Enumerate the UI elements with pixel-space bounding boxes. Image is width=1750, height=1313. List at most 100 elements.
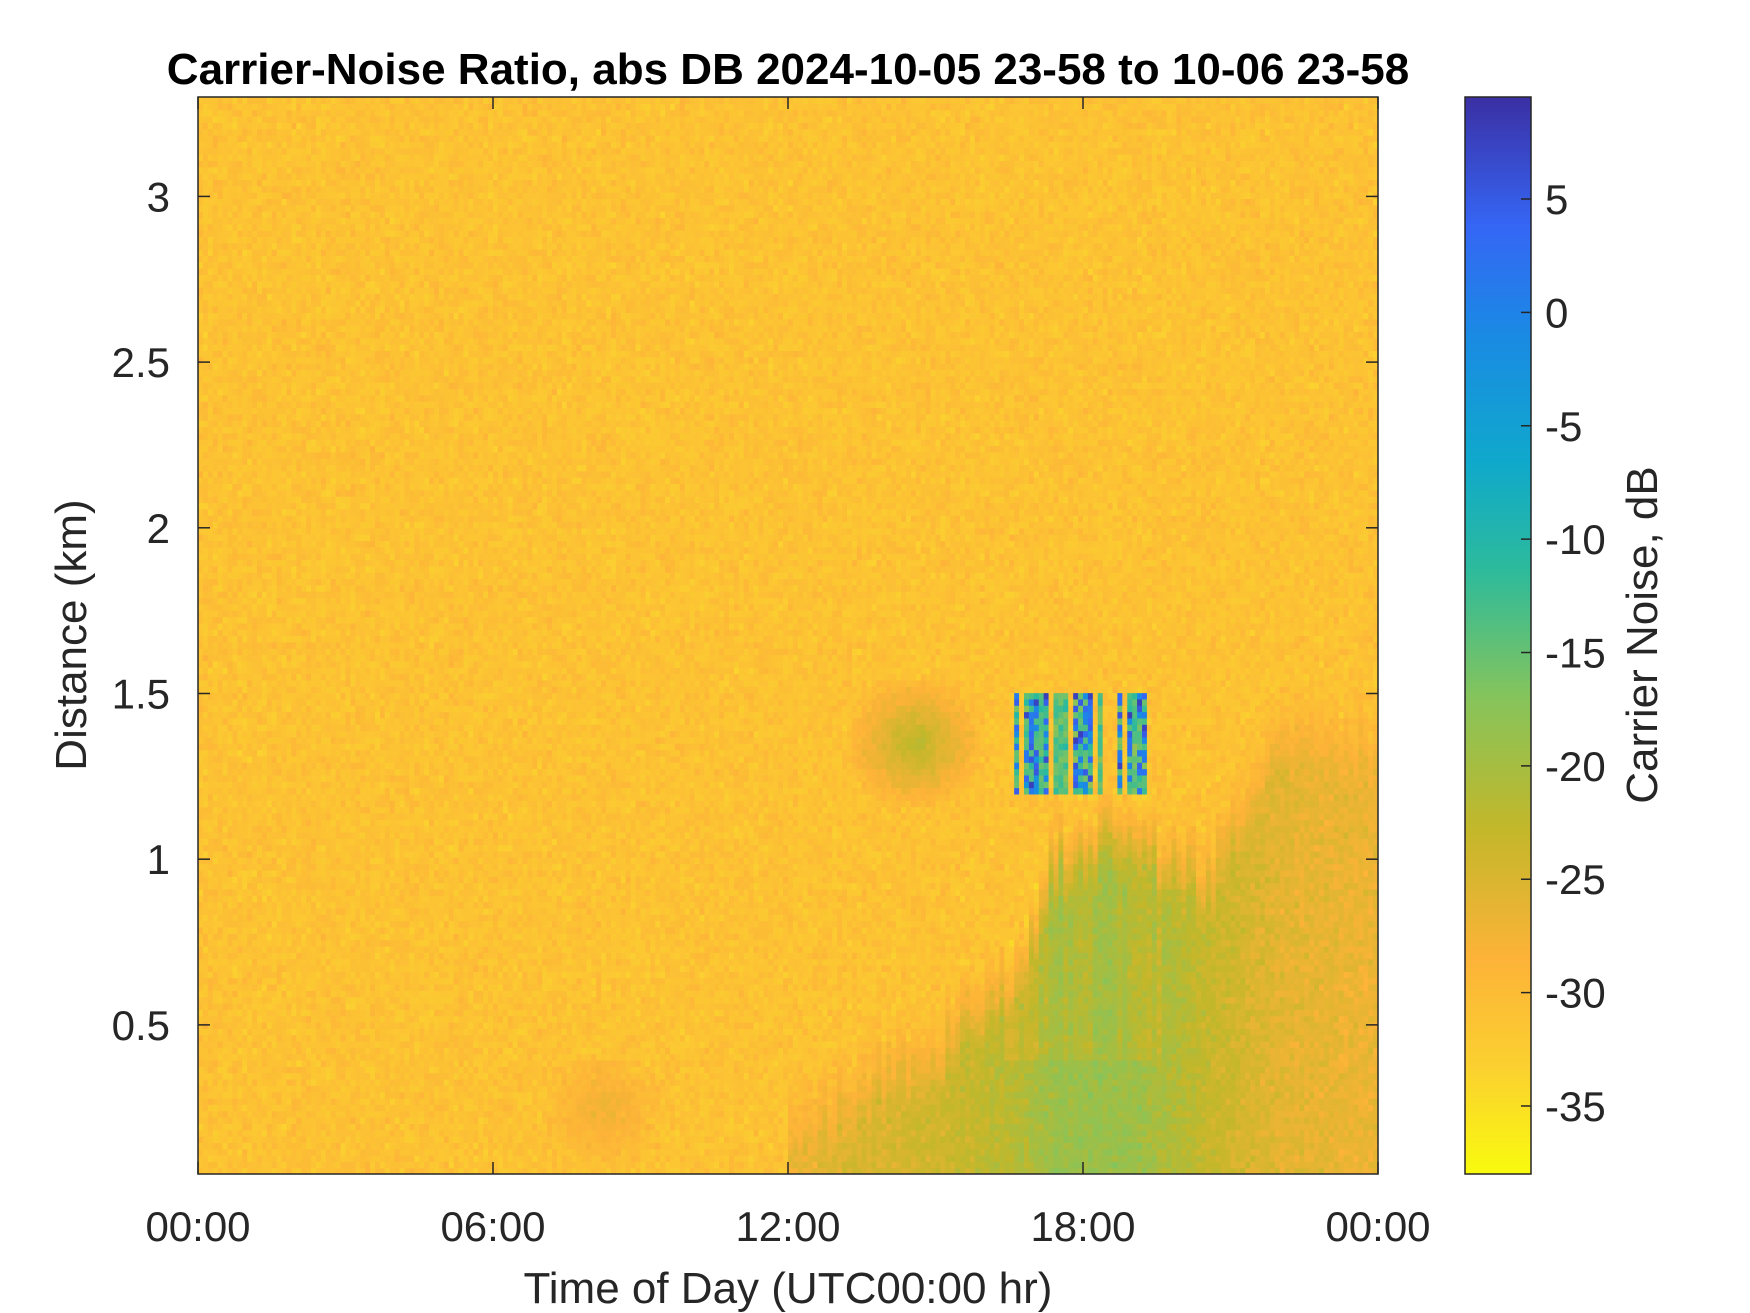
heatmap-cell	[340, 1110, 347, 1118]
heatmap-cell	[291, 496, 297, 504]
heatmap-cell	[271, 692, 278, 700]
heatmap-cell	[207, 1015, 214, 1023]
heatmap-cell	[271, 635, 278, 643]
heatmap-cell	[237, 1047, 243, 1055]
heatmap-cell	[222, 553, 229, 561]
heatmap-cell	[242, 527, 248, 535]
heatmap-cell	[202, 1135, 209, 1143]
heatmap-cell	[237, 616, 243, 624]
heatmap-cell	[227, 382, 234, 390]
heatmap-cell	[198, 204, 204, 212]
heatmap-cell	[261, 470, 268, 478]
heatmap-cell	[212, 223, 219, 231]
heatmap-cell	[296, 800, 302, 808]
heatmap-cell	[217, 293, 224, 301]
heatmap-cell	[266, 635, 273, 643]
heatmap-cell	[257, 299, 263, 307]
heatmap-cell	[281, 306, 288, 313]
heatmap-cell	[281, 350, 288, 358]
heatmap-cell	[207, 1072, 214, 1080]
heatmap-cell	[325, 787, 332, 795]
heatmap-cell	[261, 787, 268, 795]
heatmap-cell	[212, 1091, 219, 1099]
heatmap-cell	[261, 743, 268, 751]
heatmap-cell	[306, 166, 312, 174]
heatmap-cell	[291, 502, 297, 510]
heatmap-cell	[227, 1129, 234, 1137]
heatmap-cell	[242, 249, 248, 256]
heatmap-cell	[252, 565, 258, 573]
heatmap-cell	[247, 388, 253, 396]
heatmap-cell	[222, 1142, 229, 1150]
heatmap-cell	[325, 1091, 332, 1099]
heatmap-cell	[276, 312, 283, 320]
heatmap-cell	[242, 223, 248, 231]
heatmap-cell	[316, 1129, 322, 1137]
heatmap-cell	[330, 1009, 337, 1017]
heatmap-cell	[286, 1015, 293, 1023]
heatmap-cell	[296, 350, 302, 358]
heatmap-cell	[301, 869, 307, 877]
heatmap-cell	[335, 730, 342, 738]
heatmap-cell	[202, 331, 209, 339]
heatmap-cell	[242, 1009, 248, 1017]
heatmap-cell	[227, 230, 234, 237]
heatmap-cell	[232, 603, 238, 611]
heatmap-cell	[232, 540, 238, 548]
heatmap-cell	[227, 1110, 234, 1118]
heatmap-cell	[212, 407, 219, 415]
heatmap-cell	[232, 97, 238, 104]
heatmap-cell	[276, 331, 283, 339]
heatmap-cell	[281, 787, 288, 795]
heatmap-cell	[291, 230, 297, 237]
heatmap-cell	[286, 635, 293, 643]
heatmap-cell	[291, 654, 297, 662]
heatmap-cell	[207, 952, 214, 960]
heatmap-cell	[286, 914, 293, 922]
heatmap-cell	[217, 1028, 224, 1036]
heatmap-cell	[276, 964, 283, 972]
heatmap-cell	[281, 369, 288, 377]
heatmap-cell	[247, 863, 253, 871]
heatmap-cell	[217, 597, 224, 605]
heatmap-cell	[271, 736, 278, 744]
heatmap-cell	[237, 964, 243, 972]
heatmap-cell	[286, 426, 293, 434]
heatmap-cell	[311, 1053, 317, 1061]
heatmap-cell	[247, 990, 253, 998]
heatmap-cell	[227, 388, 234, 396]
heatmap-cell	[271, 1066, 278, 1074]
heatmap-cell	[320, 325, 327, 333]
heatmap-cell	[217, 1047, 224, 1055]
heatmap-cell	[271, 192, 278, 199]
heatmap-cell	[335, 667, 342, 675]
heatmap-cell	[247, 344, 253, 352]
heatmap-cell	[232, 806, 238, 814]
heatmap-cell	[207, 857, 214, 865]
heatmap-cell	[242, 198, 248, 206]
heatmap-cell	[247, 369, 253, 377]
heatmap-cell	[296, 464, 302, 472]
heatmap-cell	[227, 806, 234, 814]
heatmap-cell	[202, 819, 209, 827]
heatmap-cell	[212, 299, 219, 307]
heatmap-cell	[301, 337, 307, 345]
heatmap-cell	[257, 901, 263, 909]
heatmap-cell	[291, 261, 297, 269]
heatmap-cell	[340, 1053, 347, 1061]
heatmap-cell	[212, 616, 219, 624]
heatmap-cell	[320, 762, 327, 770]
heatmap-cell	[320, 97, 327, 104]
heatmap-cell	[232, 825, 238, 833]
heatmap-cell	[316, 242, 322, 250]
heatmap-cell	[261, 1066, 268, 1074]
heatmap-cell	[222, 1167, 229, 1174]
heatmap-cell	[217, 705, 224, 713]
heatmap-cell	[252, 850, 258, 858]
heatmap-cell	[242, 445, 248, 453]
heatmap-cell	[296, 287, 302, 294]
heatmap-cell	[202, 185, 209, 193]
heatmap-cell	[325, 667, 332, 675]
heatmap-cell	[316, 223, 322, 231]
heatmap-cell	[266, 578, 273, 586]
